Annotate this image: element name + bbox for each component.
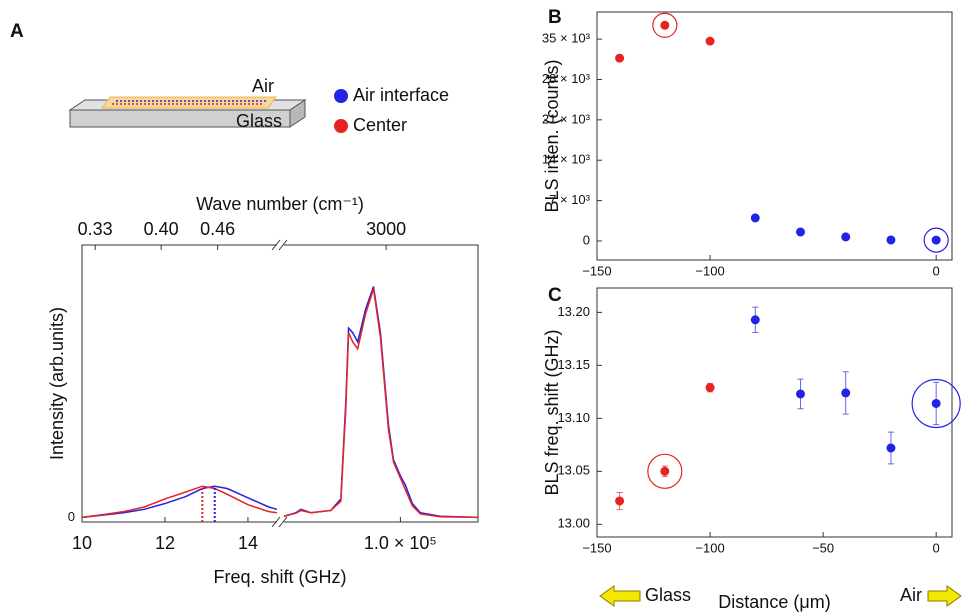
x2-axis-label: Wave number (cm⁻¹)	[196, 194, 364, 214]
axis-break	[271, 239, 288, 251]
x-tick-label: 10	[72, 533, 92, 553]
point	[660, 20, 670, 30]
y-tick-label: 13.15	[557, 357, 590, 372]
x-tick-label: 1.0 × 10⁵	[364, 533, 437, 553]
y-tick-label: 28 × 10³	[542, 71, 591, 86]
glass-direction: Glass	[645, 585, 691, 605]
y-tick-label: 13.20	[557, 304, 590, 319]
panel-label: C	[548, 285, 562, 306]
spectrum-line	[283, 288, 479, 519]
film	[101, 96, 277, 109]
x-tick-label: 12	[155, 533, 175, 553]
point	[750, 213, 760, 223]
x-tick-label: −150	[582, 263, 611, 278]
spectrum-line	[283, 286, 479, 519]
legend-label: Center	[353, 115, 407, 135]
air-label: Air	[252, 76, 274, 96]
highlight-ring	[652, 12, 678, 38]
glass-label: Glass	[236, 111, 282, 131]
x2-tick-label: 3000	[366, 219, 406, 239]
plot-frame	[596, 287, 953, 538]
point	[841, 232, 851, 242]
point	[886, 443, 896, 453]
x2-tick-label: 0.40	[144, 219, 179, 239]
spectrum-line	[81, 485, 278, 519]
y-tick-label: 35 × 10³	[542, 31, 591, 46]
y-tick-label: 21 × 10³	[542, 111, 591, 126]
glass-side	[289, 99, 306, 128]
legend-marker	[334, 119, 348, 133]
highlight-ring	[647, 453, 683, 489]
point	[931, 398, 941, 408]
y-tick-label: 14 × 10³	[542, 152, 591, 167]
y-tick-label: 13.10	[557, 410, 590, 425]
arrow-right	[927, 585, 962, 607]
point	[796, 227, 806, 237]
y-tick-label: 7 × 10³	[549, 192, 591, 207]
x-tick-label: −150	[582, 540, 611, 555]
legend-label: Air interface	[353, 85, 449, 105]
x-tick-label: −50	[812, 540, 834, 555]
axis-break	[271, 516, 288, 528]
x-axis-label: Distance (μm)	[718, 592, 830, 612]
point	[841, 388, 851, 398]
point	[931, 235, 941, 245]
y-axis-label: BLS freq. shift (GHz)	[542, 329, 562, 495]
point	[615, 53, 625, 63]
spectrum-line	[81, 485, 278, 519]
point	[886, 235, 896, 245]
point	[705, 36, 715, 46]
point	[796, 389, 806, 399]
x2-tick-label: 0.46	[200, 219, 235, 239]
point	[750, 315, 760, 325]
y-tick-label: 13.05	[557, 463, 590, 478]
y-axis-label: BLS inten. (counts)	[542, 59, 562, 212]
highlight-ring	[911, 378, 961, 429]
arrow-left	[599, 585, 641, 607]
x-tick-label: −100	[695, 263, 724, 278]
x-tick-label: 0	[933, 540, 940, 555]
point	[615, 496, 625, 506]
y-tick-label: 13.00	[557, 516, 590, 531]
y-axis-label: Intensity (arb.units)	[47, 307, 67, 460]
x2-tick-label: 0.33	[78, 219, 113, 239]
point	[660, 466, 670, 476]
legend-marker	[334, 89, 348, 103]
schematic: Air Glass	[68, 76, 307, 131]
panel-label: B	[548, 7, 562, 28]
x-axis-label: Freq. shift (GHz)	[213, 567, 346, 587]
x-tick-label: 0	[933, 263, 940, 278]
point	[705, 383, 715, 393]
highlight-ring	[923, 227, 949, 253]
plot-frame	[81, 244, 479, 523]
x-tick-label: −100	[695, 540, 724, 555]
y-tick-label: 0	[583, 232, 590, 247]
air-direction: Air	[900, 585, 922, 605]
plot-frame	[596, 11, 953, 261]
x-tick-label: 14	[238, 533, 258, 553]
y-tick-label: 0	[68, 509, 75, 524]
panel-label: A	[10, 21, 24, 42]
